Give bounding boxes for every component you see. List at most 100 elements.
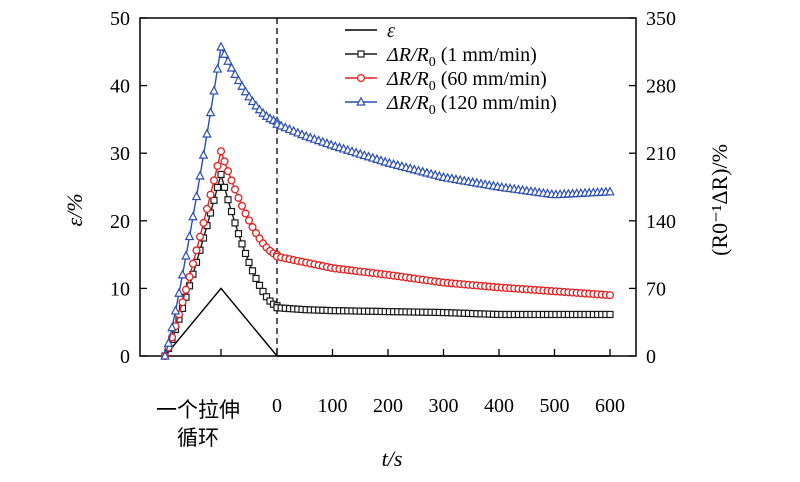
cycle-label-line1: 一个拉伸 <box>156 398 240 422</box>
data-point <box>209 176 219 185</box>
y-right-tick-label: 140 <box>646 211 676 233</box>
series-2 <box>160 147 615 361</box>
legend: εΔR/R0 (1 mm/min)ΔR/R0 (60 mm/min)ΔR/R0 … <box>345 20 557 118</box>
data-point <box>191 191 202 201</box>
y-left-tick-label: 40 <box>110 76 130 98</box>
data-point <box>605 186 615 196</box>
data-point <box>184 231 195 241</box>
data-point <box>185 272 194 281</box>
data-point <box>251 100 261 110</box>
data-point <box>227 176 236 185</box>
data-point <box>199 218 208 227</box>
data-point <box>216 41 226 51</box>
data-point <box>220 183 229 191</box>
data-point <box>213 183 222 192</box>
data-point <box>216 147 226 156</box>
x-tick-label: 0 <box>272 395 282 417</box>
data-point <box>241 249 250 258</box>
data-point <box>198 149 209 159</box>
data-point <box>188 259 198 268</box>
series-layer <box>160 41 615 361</box>
y-right-tick-label: 70 <box>646 278 666 300</box>
legend-label: ΔR/R0 (60 mm/min) <box>386 68 547 94</box>
data-point <box>357 50 365 58</box>
legend-label: ΔR/R0 (120 mm/min) <box>386 92 557 118</box>
data-point <box>230 68 240 79</box>
data-point <box>160 350 170 360</box>
data-point <box>226 62 237 72</box>
data-point <box>245 258 253 267</box>
x-tick-label: 500 <box>540 395 570 417</box>
data-point <box>212 63 223 73</box>
data-point <box>606 310 614 319</box>
series-1 <box>161 170 614 360</box>
data-point <box>605 291 615 300</box>
data-point <box>244 91 254 101</box>
data-point <box>224 196 232 204</box>
y-right-axis-title: (R0⁻¹ΔR)/% <box>707 144 732 256</box>
data-point <box>178 298 187 307</box>
x-tick-label: 600 <box>595 395 625 417</box>
data-point <box>252 274 260 283</box>
data-point <box>238 240 246 248</box>
data-point <box>219 48 230 58</box>
data-point <box>234 193 243 202</box>
data-point <box>233 75 244 85</box>
x-tick-label: 200 <box>373 395 403 417</box>
series-line <box>164 287 610 357</box>
y-left-tick-label: 0 <box>120 346 130 368</box>
data-point <box>210 196 218 204</box>
y-left-axis-title: ε/% <box>62 193 87 226</box>
data-point <box>248 267 257 275</box>
data-point <box>192 246 201 255</box>
data-point <box>244 216 254 225</box>
data-point <box>209 85 219 95</box>
x-axis-title: t/s <box>382 446 403 471</box>
data-point <box>206 190 215 199</box>
data-point <box>248 223 257 232</box>
data-point <box>217 170 225 179</box>
data-point <box>356 73 366 83</box>
data-point <box>237 80 247 90</box>
data-point <box>223 167 233 176</box>
data-point <box>213 161 222 170</box>
data-point <box>202 128 212 138</box>
series-3 <box>160 41 615 360</box>
y-left-tick-label: 20 <box>110 211 130 233</box>
data-point <box>195 170 205 180</box>
data-point <box>223 55 233 65</box>
y-right-tick-label: 0 <box>646 346 656 368</box>
data-point <box>195 232 205 241</box>
data-point <box>163 337 174 347</box>
x-tick-label: 300 <box>429 395 459 417</box>
series-0 <box>164 287 610 357</box>
data-point <box>251 229 261 238</box>
data-point <box>237 201 247 210</box>
data-point <box>181 250 191 260</box>
y-left-tick-label: 10 <box>110 278 130 300</box>
cycle-label-line2: 循环 <box>177 426 219 450</box>
data-point <box>202 204 212 213</box>
data-point <box>227 207 236 216</box>
data-point <box>170 305 181 315</box>
y-left-tick-label: 50 <box>110 8 130 30</box>
data-point <box>234 230 243 238</box>
data-point <box>220 157 229 166</box>
data-point <box>181 285 191 294</box>
x-tick-label: 400 <box>484 395 514 417</box>
data-point <box>255 281 264 289</box>
y-left-tick-label: 30 <box>110 143 130 165</box>
data-point <box>230 185 240 194</box>
data-point <box>231 219 239 227</box>
data-point <box>188 211 198 221</box>
series-line <box>164 171 610 357</box>
y-right-tick-label: 350 <box>646 8 676 30</box>
data-point <box>177 269 188 279</box>
data-point <box>174 287 184 297</box>
y-right-tick-label: 210 <box>646 143 676 165</box>
legend-label: ε <box>387 20 395 42</box>
data-point <box>205 107 216 117</box>
